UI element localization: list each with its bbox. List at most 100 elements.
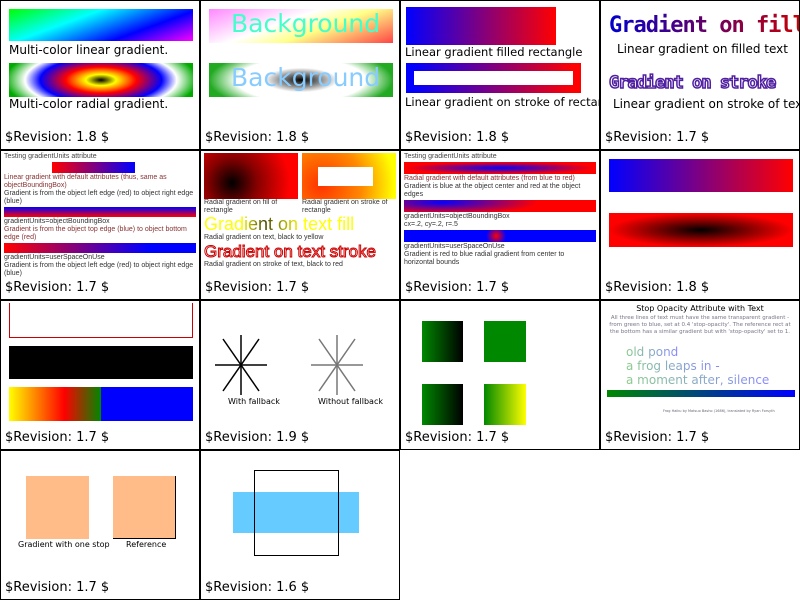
revision-label: $Revision: 1.8 $ bbox=[5, 130, 110, 145]
label: Linear gradient on filled text bbox=[617, 42, 788, 56]
label: Linear gradient filled rectangle bbox=[405, 45, 583, 59]
multicolor-linear-rect bbox=[9, 9, 193, 41]
revision-label: $Revision: 1.7 $ bbox=[5, 280, 110, 295]
desc-line: the bottom has a similar gradient but wi… bbox=[609, 329, 790, 335]
black-rect bbox=[9, 346, 193, 379]
label: gradientUnits=userSpaceOnUse bbox=[4, 254, 105, 261]
label: Reference bbox=[126, 540, 167, 549]
test-cell-green-squares: $Revision: 1.7 $ bbox=[400, 300, 600, 450]
label: Gradient is from the object left edge (r… bbox=[4, 190, 194, 205]
test-cell-gradient-rects: $Revision: 1.8 $ bbox=[600, 150, 800, 300]
test-cell-one-stop: Gradient with one stop Reference $Revisi… bbox=[0, 450, 200, 600]
label: Without fallback bbox=[318, 397, 383, 406]
radial-rect bbox=[609, 213, 793, 247]
revision-label: $Revision: 1.7 $ bbox=[605, 430, 710, 445]
label: Radial gradient with default attributes … bbox=[404, 175, 575, 182]
userspace-radial-rect bbox=[404, 230, 596, 242]
credit: Frog Haiku by Matsuo Basho (1686), trans… bbox=[663, 409, 775, 413]
gradient-text-stroke: Gradient on text stroke bbox=[204, 242, 377, 262]
label: Radial gradient on stroke of text, black… bbox=[204, 261, 343, 268]
gradient-rect bbox=[209, 63, 393, 97]
label: Gradient is blue at the object center an… bbox=[404, 183, 581, 198]
revision-label: $Revision: 1.8 $ bbox=[605, 280, 710, 295]
haiku-line: a moment after, silence bbox=[626, 373, 770, 387]
haiku-line: old pond bbox=[626, 345, 679, 359]
revision-label: $Revision: 1.7 $ bbox=[605, 130, 710, 145]
label: Gradient with one stop bbox=[18, 540, 110, 549]
label: With fallback bbox=[228, 397, 280, 406]
test-cell-overlap: $Revision: 1.6 $ bbox=[200, 450, 400, 600]
label: Radial gradient on fill of rectangle bbox=[204, 199, 278, 214]
haiku-line: a frog leaps in - bbox=[626, 359, 720, 373]
label: Linear gradient on stroke of rectangle bbox=[405, 95, 599, 109]
revision-label: $Revision: 1.8 $ bbox=[205, 130, 310, 145]
square bbox=[484, 384, 526, 425]
bbox-rect bbox=[4, 207, 196, 217]
square bbox=[422, 384, 463, 425]
test-cell-spread-rects: $Revision: 1.7 $ bbox=[0, 300, 200, 450]
label: Multi-color linear gradient. bbox=[9, 43, 169, 57]
radial-stroked-rect bbox=[302, 153, 396, 199]
revision-label: $Revision: 1.9 $ bbox=[205, 430, 310, 445]
star-with-fallback bbox=[215, 335, 267, 395]
linear-stroked-rect bbox=[406, 63, 581, 93]
multicolor-radial-rect bbox=[9, 63, 193, 97]
label: Gradient is from the object top edge (bl… bbox=[4, 226, 187, 241]
bbox-radial-rect bbox=[404, 200, 596, 212]
revision-label: $Revision: 1.6 $ bbox=[205, 580, 310, 595]
desc-line: from green to blue, set at 0.4 'stop-opa… bbox=[609, 322, 791, 328]
test-cell-radial-fill-stroke: Radial gradient on fill of rectangle Rad… bbox=[200, 150, 400, 300]
star-without-fallback bbox=[311, 335, 363, 395]
multicolor-rect bbox=[9, 387, 193, 421]
background-text: Background bbox=[231, 9, 381, 38]
test-cell-stop-opacity: Stop Opacity Attribute with Text All thr… bbox=[600, 300, 800, 450]
background-text: Background bbox=[231, 63, 381, 92]
gradient-stroke-text: Gradient on stroke bbox=[608, 72, 777, 94]
revision-label: $Revision: 1.7 $ bbox=[405, 280, 510, 295]
desc-line: All three lines of text must have the sa… bbox=[610, 315, 790, 321]
gradient-fill-text: Gradient on fill bbox=[609, 13, 799, 38]
label: Radial gradient on stroke of rectangle bbox=[302, 199, 388, 214]
gradient-text-fill: Gradient on text fill bbox=[204, 214, 355, 234]
one-stop-rect bbox=[26, 476, 89, 539]
label: Gradient is red to blue radial gradient … bbox=[404, 251, 565, 266]
label: Multi-color radial gradient. bbox=[9, 97, 169, 111]
test-cell-text-gradient: Gradient on fill Linear gradient on fill… bbox=[600, 0, 800, 150]
radial-filled-rect bbox=[204, 153, 298, 199]
userspace-rect bbox=[4, 243, 196, 253]
label: gradientUnits=userSpaceOnUse bbox=[404, 243, 505, 250]
title: Testing gradientUnits attribute bbox=[404, 153, 497, 160]
label: cx=.2, cy=.2, r=.5 bbox=[404, 221, 458, 228]
square bbox=[422, 321, 463, 362]
square bbox=[484, 321, 526, 362]
label: Linear gradient on stroke of text bbox=[613, 97, 800, 111]
label: gradientUnits=objectBoundingBox bbox=[4, 218, 110, 225]
test-cell-fallback: With fallback Without fallback $Revision… bbox=[200, 300, 400, 450]
star-lines bbox=[215, 335, 363, 395]
test-cell-linear-fill-stroke: Linear gradient filled rectangle Linear … bbox=[400, 0, 600, 150]
test-cell-linear-radial-multicolor: Multi-color linear gradient. Multi-color… bbox=[0, 0, 200, 150]
label: Gradient is from the object left edge (r… bbox=[4, 262, 194, 277]
revision-label: $Revision: 1.8 $ bbox=[405, 130, 510, 145]
outline-rect bbox=[9, 303, 193, 338]
title: Stop Opacity Attribute with Text bbox=[636, 304, 764, 313]
linear-filled-rect bbox=[406, 7, 556, 45]
outline-square bbox=[254, 470, 339, 556]
test-cell-background-text: Background Background $Revision: 1.8 $ bbox=[200, 0, 400, 150]
test-cell-radial-gradient-units: Testing gradientUnits attribute Radial g… bbox=[400, 150, 600, 300]
label: Radial gradient on text, black to yellow bbox=[204, 234, 324, 241]
default-rect bbox=[52, 162, 135, 173]
revision-label: $Revision: 1.7 $ bbox=[5, 580, 110, 595]
test-cell-linear-gradient-units: Testing gradientUnits attribute Linear g… bbox=[0, 150, 200, 300]
gradient-rect bbox=[209, 9, 393, 43]
default-radial-rect bbox=[404, 162, 596, 174]
revision-label: $Revision: 1.7 $ bbox=[205, 280, 310, 295]
linear-rect bbox=[609, 159, 793, 192]
title: Testing gradientUnits attribute bbox=[4, 153, 97, 160]
label: gradientUnits=objectBoundingBox bbox=[404, 213, 510, 220]
reference-rect bbox=[113, 476, 176, 539]
label: Linear gradient with default attributes … bbox=[4, 174, 167, 189]
revision-label: $Revision: 1.7 $ bbox=[405, 430, 510, 445]
revision-label: $Revision: 1.7 $ bbox=[5, 430, 110, 445]
reference-rect bbox=[607, 390, 795, 397]
